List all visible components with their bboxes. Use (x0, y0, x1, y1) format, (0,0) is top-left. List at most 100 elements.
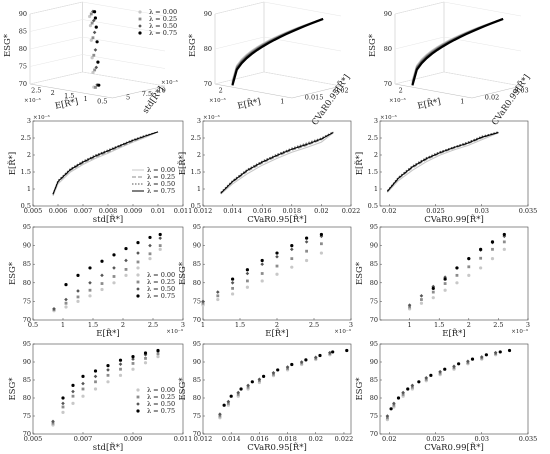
grid-line (29, 36, 166, 52)
grid-line (394, 1, 522, 17)
axes-box (379, 343, 529, 435)
data-point (290, 244, 294, 248)
x-tick-label: 0.005 (24, 435, 43, 443)
series-0 (52, 131, 159, 197)
y-tick-label: 75 (193, 412, 201, 420)
x-tick-label: 0.02 (314, 207, 328, 215)
z-tick-label: 80 (19, 45, 27, 53)
data-point (148, 257, 152, 261)
y-axis-label: E[R̃*] (176, 152, 188, 176)
data-point (131, 357, 135, 361)
data-point (148, 243, 152, 248)
data-point (81, 387, 85, 391)
x-tick-label: 3 (349, 321, 353, 329)
legend-label: λ = 0.25 (147, 278, 175, 286)
data-point (290, 257, 294, 261)
data-point (158, 232, 162, 237)
data-point (345, 348, 349, 353)
x-axis-label: E[R̃*] (265, 327, 289, 339)
x-tick-label: 1 (201, 321, 205, 329)
data-point (429, 373, 433, 377)
frontier-line (231, 18, 324, 85)
data-point (502, 247, 506, 251)
y-tick-label: 85 (23, 260, 31, 268)
data-point (419, 294, 424, 298)
series-0 (385, 353, 498, 422)
data-point (76, 273, 80, 277)
data-point (92, 30, 97, 35)
data-point (231, 286, 234, 290)
y-tick-label: 85 (23, 376, 31, 384)
data-point (245, 271, 250, 276)
y-tick-label: 90 (193, 242, 201, 250)
data-point (250, 380, 254, 384)
frontier-line (411, 18, 504, 85)
grid-line (214, 1, 342, 17)
y-tick-label: 90 (23, 358, 31, 366)
x-tick-label: 1.5 (235, 321, 245, 329)
y-tick-label: 70 (193, 430, 201, 438)
data-point (479, 256, 483, 260)
series-2 (52, 236, 162, 311)
data-point (94, 380, 97, 384)
axis-edge (29, 83, 113, 99)
data-point (443, 282, 447, 285)
y-tick-label: 70 (370, 316, 378, 324)
x-tick-label: 0.02 (309, 435, 323, 443)
data-point (318, 353, 322, 358)
data-point (81, 381, 85, 386)
data-point (319, 234, 324, 239)
series-0 (408, 247, 506, 311)
x-axis-label: E[R̃*] (96, 327, 120, 339)
data-point (94, 65, 99, 70)
axes-box (202, 343, 352, 435)
x-tick-label: 0.018 (282, 207, 301, 215)
axis-edge (112, 85, 166, 99)
data-point (470, 357, 475, 361)
data-point (396, 396, 401, 400)
series-2 (385, 350, 498, 418)
data-point (106, 373, 110, 377)
x-axis-label: CVaR0.95[R̃*] (247, 213, 307, 225)
chart-panel-5: 0.02 0.025 0.03 0.035 0.5 1 1.5 2 2.5 3 ×10⁻³ CVaR0… (353, 114, 537, 225)
grid-line (214, 71, 342, 87)
data-point (131, 355, 135, 359)
x-axis-label: std[R̃*] (93, 441, 124, 453)
x-tick-label: 2 (467, 321, 471, 329)
x-tick-label: 0.022 (335, 435, 354, 443)
data-point (131, 362, 135, 365)
series-0 (88, 14, 96, 89)
data-point (290, 265, 294, 269)
x-tick-label: 0.018 (278, 435, 297, 443)
data-point (76, 289, 80, 293)
frontier-line (411, 18, 504, 83)
grid-line (394, 36, 522, 52)
data-point (91, 36, 95, 40)
series-line (52, 131, 159, 195)
y-tick-label: 2.5 (21, 134, 31, 142)
data-point (260, 272, 264, 275)
data-point (507, 348, 512, 353)
data-point (331, 350, 335, 354)
y-tick-label: 75 (370, 412, 378, 420)
z-tick-label: 70 (384, 80, 392, 88)
x-tick-label: 2.5 (309, 321, 319, 329)
data-point (410, 383, 415, 388)
x-tick-label: 0.03 (475, 435, 489, 443)
y-tick-label: 1.5 (21, 168, 31, 176)
y-tick-label: 95 (370, 223, 378, 231)
x-exponent: ×10⁻³ (334, 328, 351, 335)
axis-edge (394, 83, 473, 99)
x-tick-label: 0.014 (222, 435, 241, 443)
frontier-line (231, 18, 324, 82)
series-1 (218, 352, 332, 418)
chart-panel-10: 0.012 0.014 0.016 0.018 0.02 0.022 70 75 80 85 90 9… (178, 340, 353, 453)
x-tick-label: 1 (460, 98, 464, 106)
series-3 (431, 232, 506, 290)
x-tick-label: 2 (51, 89, 55, 97)
y-tick-label: 85 (370, 376, 378, 384)
data-point (407, 303, 412, 307)
series-0 (220, 132, 334, 195)
z-tick-label: 80 (204, 45, 212, 53)
y-tick-label: 2.5 (368, 134, 378, 142)
